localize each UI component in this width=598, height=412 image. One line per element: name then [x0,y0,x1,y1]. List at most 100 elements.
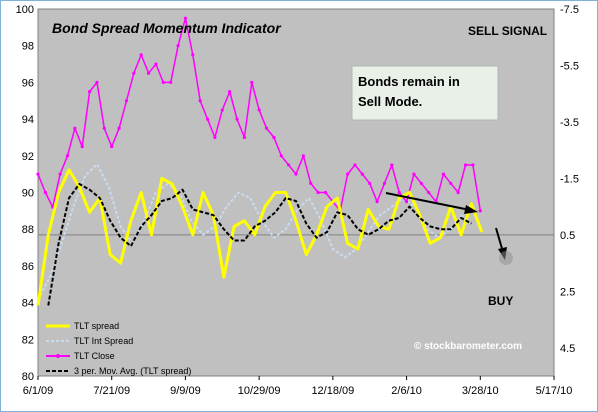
tlt-close-point [228,89,232,94]
tlt-close-point [117,126,121,130]
annotation-text-1: Bonds remain in [358,74,460,89]
y-left-tick-label: 80 [22,371,34,383]
annotation-line-1: Bonds remain in [358,74,460,89]
tlt-close-point [294,172,298,176]
tlt-close-point [132,71,136,75]
tlt-close-point [191,53,195,57]
tlt-close-point [353,163,357,167]
x-tick-label: 12/18/09 [311,385,354,397]
y-right-tick-label: -3.5 [560,117,579,129]
tlt-close-point [65,154,70,158]
tlt-close-point [161,80,165,84]
series-layer [36,16,484,306]
tlt-close-point [264,126,269,130]
tlt-close-point [287,163,291,167]
watermark: © stockbarometer.com [414,341,522,352]
tlt-close-point [375,200,379,204]
tlt-close-point [220,108,224,112]
legend: TLT spread TLT Int Spread TLT Close 3 pe… [46,321,191,376]
tlt-close-point [441,172,446,176]
tlt-close-point [110,145,114,149]
tlt-close-point [102,126,106,130]
tlt-close-point [397,190,401,195]
y-right-tick-label: -5.5 [560,60,579,72]
tlt-close-point [404,200,409,204]
tlt-close-point [95,80,99,84]
tlt-close-point [235,117,239,121]
tlt-close-point [346,172,350,176]
tlt-close-point [242,135,246,140]
tlt-close-point [124,99,129,103]
y-left-tick-label: 92 [22,151,34,163]
tlt-close-point [309,181,313,185]
y-left-tick-label: 88 [22,224,34,236]
series-mov-avg [47,183,472,306]
x-tick-label: 5/17/10 [536,385,573,397]
tlt-close-point [449,181,453,185]
y-right-tick-label: 2.5 [560,286,575,298]
tlt-close-point [316,190,320,195]
legend-marker-tlt-close [56,354,60,358]
tlt-close-point [250,80,254,84]
tlt-close-point [360,172,364,176]
tlt-close-point [176,44,180,48]
y-left-tick-label: 98 [22,41,34,53]
y-left-tick-label: 94 [22,114,34,126]
tlt-close-point [183,16,188,20]
tlt-close-point [198,99,202,103]
y-axis-left: 80 82 84 86 88 90 92 94 96 98 100 [16,4,34,383]
tlt-close-point [427,190,431,195]
x-tick-label: 2/6/10 [391,385,422,397]
tlt-close-point [272,135,276,140]
y-left-tick-label: 84 [22,298,34,310]
y-right-tick-label: 0.5 [560,230,575,242]
tlt-close-point [463,163,468,167]
tlt-close-point [205,117,210,121]
tlt-close-point [412,172,416,176]
tlt-close-point [301,154,305,158]
y-right-tick-label: 4.5 [560,343,575,355]
buy-arrow [495,227,504,253]
x-tick-label: 3/28/10 [462,385,499,397]
annotation-text-2: Sell Mode. [358,94,422,109]
tlt-close-point [154,62,158,66]
annotation-line-2: Sell Mode. [358,94,422,109]
x-tick-label: 7/21/09 [93,385,130,397]
series-tlt-int-spread [37,163,475,301]
tlt-close-point [382,181,387,185]
trend-arrow-head [464,205,478,214]
legend-label-tlt-spread: TLT spread [74,321,119,331]
tlt-close-point [471,163,475,167]
y-right-tick-label: -1.5 [560,173,579,185]
legend-label-tlt-int-spread: TLT Int Spread [74,336,133,346]
tlt-close-point [146,71,151,75]
y-right-tick-label: -7.5 [560,4,579,16]
legend-label-mov-avg: 3 per. Mov. Avg. (TLT spread) [74,366,191,376]
buy-label: BUY [488,294,513,308]
y-left-tick-label: 86 [22,261,34,273]
legend-label-tlt-close: TLT Close [74,351,115,361]
tlt-close-point [279,154,283,158]
x-axis: 6/1/09 7/21/09 9/9/09 10/29/09 12/18/09 2/6/1… [23,376,573,397]
annotation-box [351,65,499,121]
chart-title: Bond Spread Momentum Indicator [52,20,282,36]
tlt-close-point [323,190,328,195]
y-left-tick-label: 100 [16,4,34,16]
y-axis-right: -7.5 -5.5 -3.5 -1.5 0.5 2.5 4.5 [560,4,579,355]
tlt-close-point [456,190,460,195]
y-left-tick-label: 96 [22,77,34,89]
y-left-tick-label: 90 [22,188,34,200]
tlt-close-point [213,135,217,140]
tlt-close-point [139,53,143,57]
tlt-close-point [419,181,423,185]
series-tlt-spread [36,168,484,306]
tlt-close-point [478,209,482,213]
x-tick-label: 10/29/09 [238,385,281,397]
tlt-close-point [80,145,84,149]
tlt-close-point [257,108,261,112]
tlt-close-point [88,89,92,94]
tlt-close-point [58,172,62,176]
x-tick-label: 9/9/09 [170,385,201,397]
tlt-close-point [169,80,173,84]
